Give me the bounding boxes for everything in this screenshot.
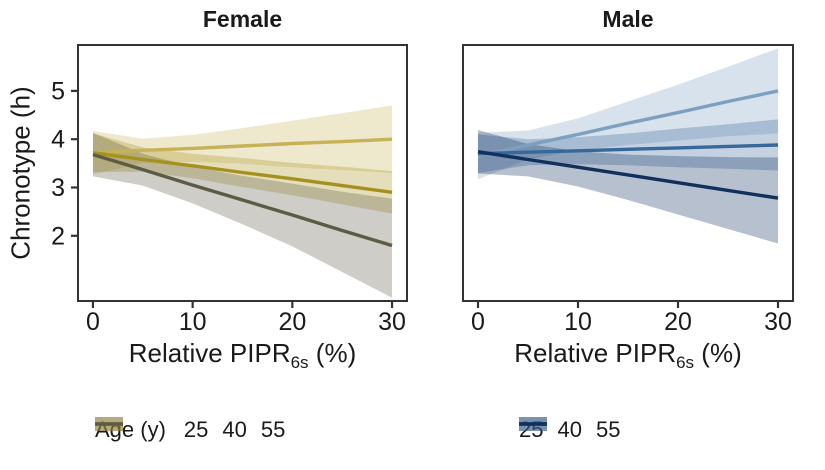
x-tick-label: 30 [764, 308, 792, 336]
trend-line-age-55 [477, 150, 779, 200]
ci-band-age-40 [478, 119, 778, 173]
y-tick-label: 4 [51, 126, 65, 154]
panel-plot-area [92, 105, 393, 298]
x-tick-label: 0 [471, 308, 485, 336]
panel-male: 0 10 20 30 [462, 44, 794, 336]
x-axis-label-female: Relative PIPR6s (%) [78, 337, 407, 373]
legend-item-label: 55 [260, 417, 286, 442]
legend-swatch-icon [519, 417, 547, 431]
x-tick-label: 20 [278, 308, 306, 336]
panel-title-female: Female [202, 6, 283, 32]
panel-female: 0 10 20 30 2 3 4 5 [51, 44, 408, 336]
trend-line-age-40 [477, 143, 779, 156]
ci-band-age-25 [93, 105, 392, 175]
y-tick-label: 2 [51, 222, 65, 250]
legend-item-label: 25 [519, 417, 544, 442]
legend-title: Age (y) [95, 417, 166, 442]
x-tick-label: 20 [664, 308, 692, 336]
x-axis-label-subscript: 6s [676, 353, 695, 373]
x-tick-label: 0 [86, 308, 100, 336]
legend-item-label: 25 [183, 417, 209, 442]
x-axis-label-text: Relative PIPR [514, 338, 677, 368]
y-axis-label: Chronotype (h) [5, 86, 36, 260]
legend-item-age-55: 55 [95, 417, 286, 443]
legend-item-age-40: 40 [95, 417, 247, 443]
x-axis-label-subscript: 6s [290, 353, 309, 373]
trend-line-age-55 [92, 152, 393, 248]
ci-band-age-25 [478, 48, 778, 180]
legend-item-age-40: 40 [519, 417, 582, 443]
x-tick-label: 30 [378, 308, 406, 336]
ci-band-age-55 [478, 130, 778, 244]
x-axis-label-text: Relative PIPR [128, 338, 291, 368]
y-tick-label: 3 [51, 174, 65, 202]
trend-line-age-25 [477, 89, 779, 158]
x-axis-label-unit: (%) [694, 338, 742, 368]
panel-border [77, 44, 408, 302]
legend-female: Age (y) 25 40 55 [95, 417, 285, 443]
legend-swatch-icon [95, 417, 123, 431]
ci-band-age-55 [93, 132, 392, 298]
x-tick-label: 10 [564, 308, 592, 336]
panel-title-male: Male [602, 6, 654, 32]
panel-border [462, 44, 794, 302]
legend-male: 25 40 55 [519, 417, 620, 443]
y-tick-label: 5 [51, 77, 65, 105]
x-axis-label-unit: (%) [308, 338, 357, 368]
trend-line-age-40 [92, 151, 393, 194]
legend-item-label: 40 [222, 417, 247, 442]
legend-item-age-55: 55 [519, 417, 621, 443]
legend-item-label: 55 [595, 417, 621, 442]
panel-plot-area [477, 48, 779, 244]
x-tick-label: 10 [179, 308, 207, 336]
trend-line-age-25 [92, 137, 393, 155]
x-axis-label-male: Relative PIPR6s (%) [463, 337, 793, 373]
legend-item-label: 40 [557, 417, 582, 442]
legend-item-age-25: 25 [95, 417, 209, 443]
